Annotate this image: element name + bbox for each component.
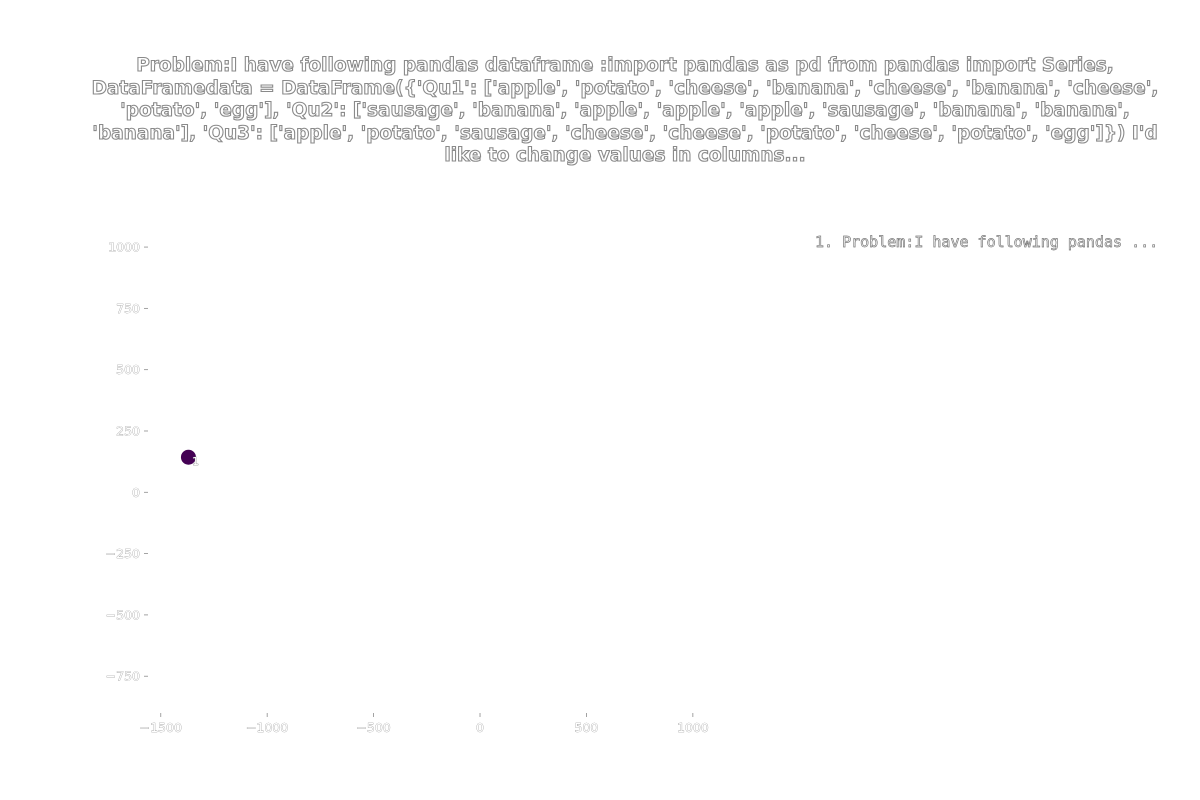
legend-entry: 1. Problem:I have following pandas ... [815,233,1159,252]
y-tick-label: −500 [106,607,140,622]
x-tick-label: −1500 [140,720,182,735]
data-point [180,449,196,465]
y-tick-label: 500 [116,362,140,377]
y-tick-label: −250 [106,546,140,561]
y-tick-label: −750 [106,669,140,684]
y-tick-label: 250 [116,423,140,438]
x-tick-label: −1000 [246,720,288,735]
point-label: 1 [192,455,199,468]
x-tick-label: 0 [476,720,484,735]
chart-title: Problem:I have following pandas datafram… [91,54,1159,166]
y-tick-label: 1000 [108,240,140,255]
x-tick-label: 1000 [677,720,709,735]
x-tick-label: 500 [575,720,599,735]
y-tick-label: 0 [132,485,140,500]
x-tick-label: −500 [356,720,390,735]
y-tick-label: 750 [116,301,140,316]
